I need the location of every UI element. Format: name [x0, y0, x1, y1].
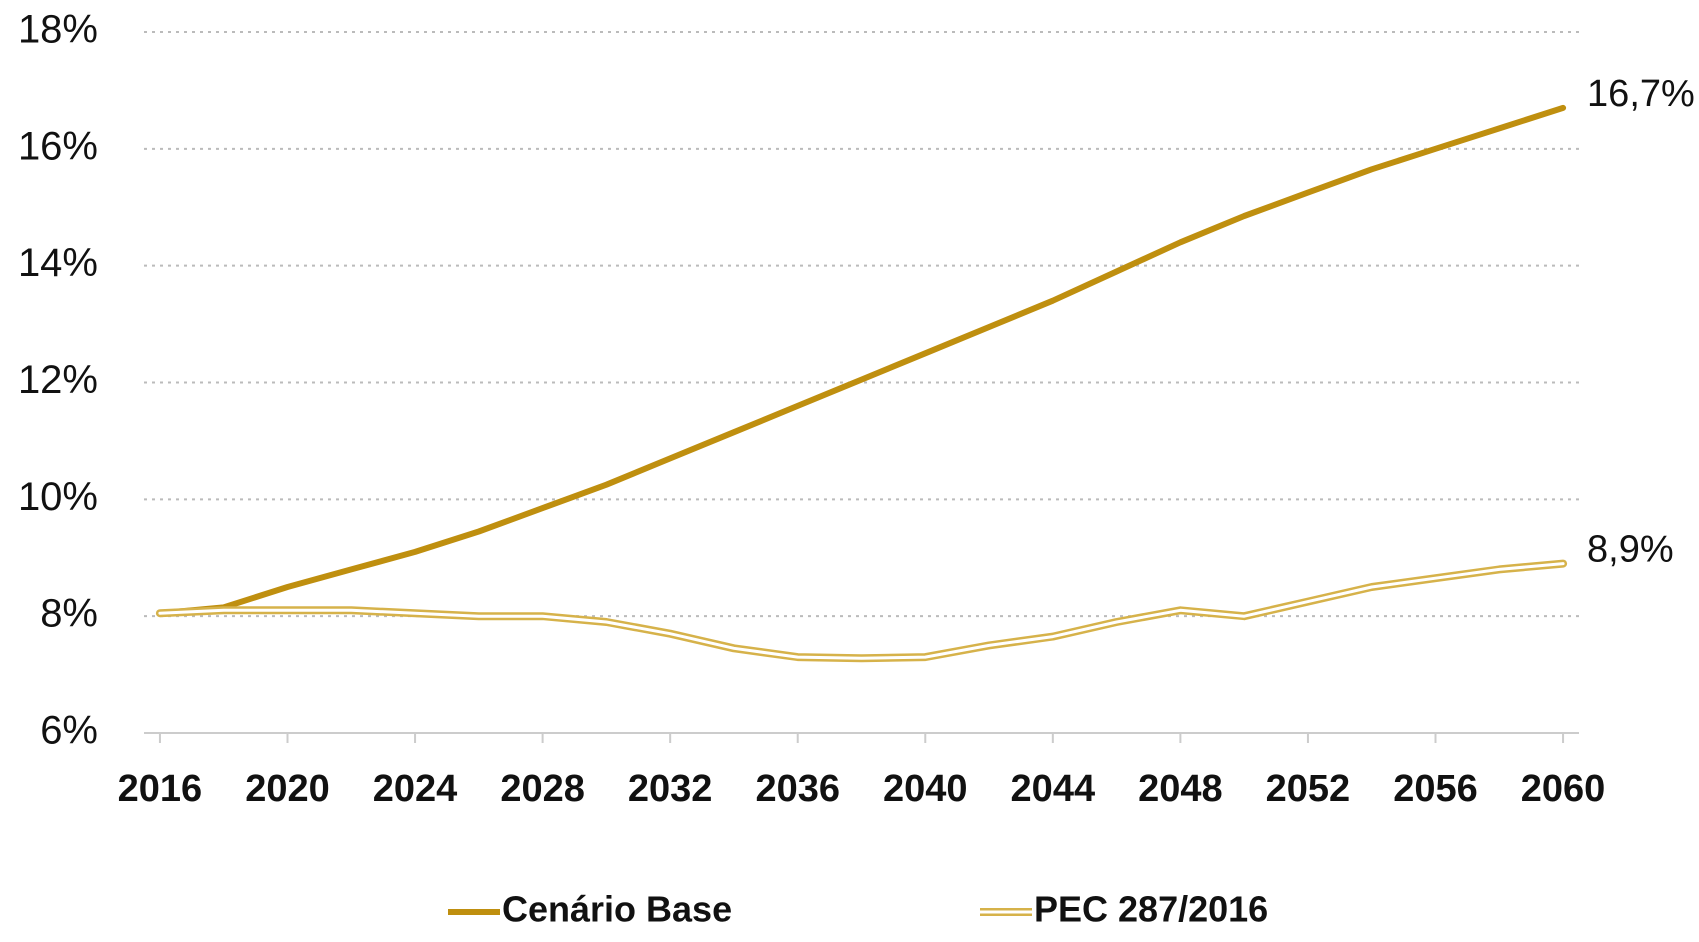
x-tick-label: 2056 — [1393, 768, 1478, 810]
end-label: 16,7% — [1587, 73, 1695, 115]
x-tick-label: 2060 — [1521, 768, 1606, 810]
end-label: 8,9% — [1587, 529, 1674, 571]
y-tick-label: 14% — [18, 241, 98, 285]
legend-label: PEC 287/2016 — [1034, 889, 1268, 930]
x-tick-label: 2040 — [883, 768, 968, 810]
line-series — [156, 104, 1567, 617]
y-tick-label: 6% — [40, 709, 98, 753]
y-tick-label: 12% — [18, 358, 98, 402]
legend-label: Cenário Base — [502, 889, 732, 930]
y-tick-label: 10% — [18, 475, 98, 519]
x-tick-label: 2036 — [755, 768, 840, 810]
x-tick-label: 2052 — [1266, 768, 1351, 810]
y-tick-label: 16% — [18, 124, 98, 168]
x-tick-label: 2024 — [373, 768, 458, 810]
x-tick-label: 2032 — [628, 768, 713, 810]
x-tick-label: 2028 — [500, 768, 585, 810]
x-tick-label: 2044 — [1011, 768, 1096, 810]
x-tick-label: 2048 — [1138, 768, 1223, 810]
x-tick-label: 2016 — [118, 768, 203, 810]
y-tick-label: 8% — [40, 592, 98, 636]
y-tick-label: 18% — [18, 8, 98, 52]
x-tick-label: 2020 — [245, 768, 330, 810]
line-series-inner — [158, 562, 1565, 660]
